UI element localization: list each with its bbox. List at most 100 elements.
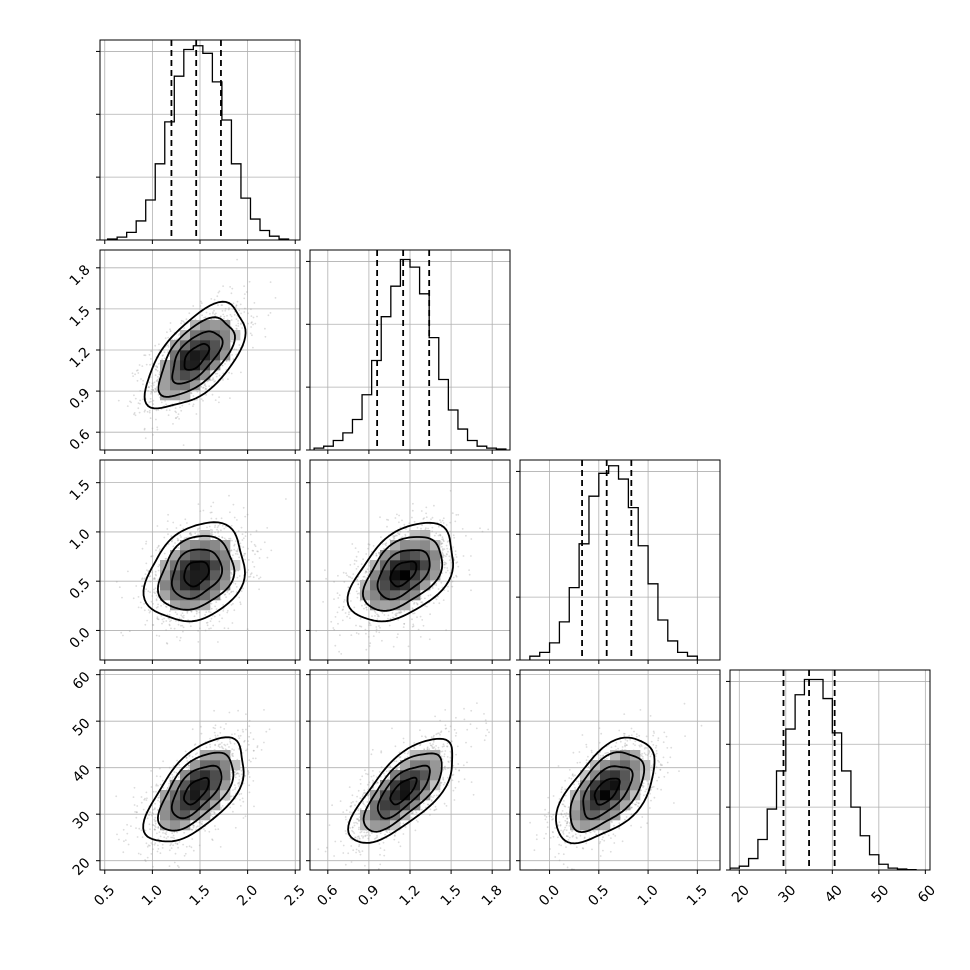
scatter-point xyxy=(151,382,154,385)
scatter-point xyxy=(242,817,245,819)
density-cell xyxy=(230,560,241,571)
scatter-point xyxy=(238,575,241,577)
scatter-point xyxy=(230,604,233,606)
scatter-point xyxy=(154,344,157,347)
scatter-point xyxy=(180,614,183,617)
scatter-point xyxy=(221,524,224,527)
scatter-point xyxy=(254,553,256,556)
scatter-point xyxy=(239,303,242,306)
scatter-point xyxy=(229,313,232,316)
scatter-point xyxy=(168,409,171,411)
scatter-point xyxy=(420,808,423,811)
scatter-point xyxy=(214,605,217,608)
scatter-point xyxy=(547,811,550,814)
scatter-point xyxy=(175,620,177,622)
scatter-point xyxy=(411,812,413,815)
y-tick-label: 1.5 xyxy=(67,477,94,504)
scatter-point xyxy=(213,811,216,814)
scatter-point xyxy=(148,823,151,826)
scatter-point xyxy=(453,799,456,801)
scatter-point xyxy=(361,795,364,798)
scatter-point xyxy=(342,571,345,574)
scatter-point xyxy=(152,403,155,406)
scatter-point xyxy=(344,830,347,832)
scatter-point xyxy=(378,552,381,555)
scatter-point xyxy=(398,756,401,759)
scatter-point xyxy=(355,821,357,824)
scatter-point xyxy=(159,835,162,838)
scatter-point xyxy=(185,845,188,848)
density-cell xyxy=(410,760,421,771)
scatter-point xyxy=(398,521,400,524)
scatter-point xyxy=(231,622,234,624)
scatter-point xyxy=(174,842,177,845)
scatter-point xyxy=(367,837,370,840)
scatter-point xyxy=(376,782,379,784)
density-cell xyxy=(190,770,201,781)
density-cell xyxy=(430,770,441,781)
scatter-point xyxy=(224,363,226,365)
scatter-point xyxy=(231,753,233,755)
scatter-point xyxy=(154,592,157,595)
density-cell xyxy=(380,800,391,811)
scatter-point xyxy=(243,285,246,287)
scatter-point xyxy=(201,823,203,826)
scatter-point xyxy=(358,845,360,848)
scatter-point xyxy=(115,580,118,583)
scatter-point xyxy=(443,745,445,747)
scatter-point xyxy=(417,820,419,823)
scatter-point xyxy=(229,740,232,743)
scatter-point xyxy=(452,773,455,776)
panel-clip-group xyxy=(310,489,490,655)
scatter-point xyxy=(249,732,252,734)
scatter-point xyxy=(208,385,211,388)
scatter-point xyxy=(356,818,359,820)
scatter-point xyxy=(572,775,575,777)
scatter-point xyxy=(567,813,570,815)
scatter-point xyxy=(566,817,569,820)
scatter-point xyxy=(152,384,155,386)
scatter-point xyxy=(435,808,438,811)
scatter-point xyxy=(441,750,444,753)
scatter-point xyxy=(252,576,255,579)
density-cell xyxy=(190,590,201,601)
scatter-point xyxy=(188,312,191,315)
scatter-point xyxy=(342,605,345,608)
scatter-point xyxy=(442,599,445,601)
scatter-point xyxy=(355,590,358,593)
scatter-point xyxy=(186,610,189,613)
scatter-point xyxy=(554,856,557,858)
scatter-point xyxy=(238,309,241,312)
density-cell xyxy=(200,370,211,381)
scatter-point xyxy=(163,552,166,555)
scatter-point xyxy=(247,322,249,325)
scatter-point xyxy=(234,306,237,309)
scatter-point xyxy=(446,745,449,748)
scatter-point xyxy=(450,740,453,743)
scatter-point xyxy=(133,413,135,416)
scatter-point xyxy=(260,548,262,551)
scatter-point xyxy=(455,732,458,734)
scatter-point xyxy=(350,845,353,847)
scatter-point xyxy=(427,594,430,597)
scatter-point xyxy=(118,838,120,841)
scatter-point xyxy=(445,571,447,574)
scatter-point xyxy=(649,807,651,809)
scatter-point xyxy=(629,738,632,741)
density-cell xyxy=(430,560,441,571)
scatter-point xyxy=(652,734,655,737)
density-cell xyxy=(170,560,181,571)
scatter-point xyxy=(607,751,609,754)
scatter-point xyxy=(365,553,368,555)
scatter-point xyxy=(149,591,152,593)
scatter-point xyxy=(118,586,121,589)
scatter-point xyxy=(396,513,398,516)
scatter-point xyxy=(148,844,151,847)
scatter-point xyxy=(577,783,580,785)
scatter-point xyxy=(178,875,180,877)
scatter-point xyxy=(210,298,213,300)
scatter-point xyxy=(217,530,220,533)
scatter-point xyxy=(649,715,652,717)
scatter-point xyxy=(368,564,371,567)
density-cell xyxy=(430,550,441,561)
